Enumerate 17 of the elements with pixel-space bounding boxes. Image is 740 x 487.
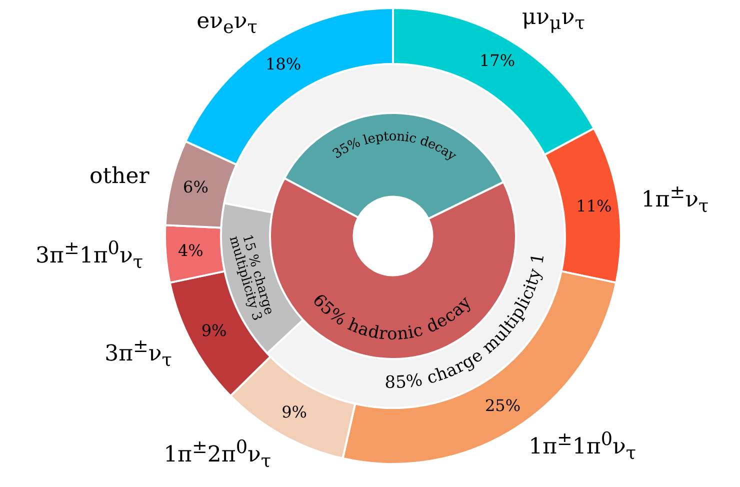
slice-label: other (89, 162, 150, 191)
slice-label: 3π$^{±}$1π$^{0}$ν$_{τ}$ (36, 237, 143, 275)
data-label: 4% (178, 241, 204, 260)
data-label: 9% (282, 402, 307, 422)
slice-label: 3π$^{±}$ν$_{τ}$ (104, 336, 172, 374)
data-label: 6% (183, 177, 208, 196)
data-label: 25% (484, 396, 521, 415)
data-label: 18% (265, 54, 302, 74)
data-label: 17% (479, 50, 516, 70)
slice-label: μν$_{μ}$ν$_{τ}$ (522, 4, 585, 36)
slice-label: 1π$^{±}$2π$^{0}$ν$_{τ}$ (164, 436, 272, 474)
slice-label: 1π$^{±}$ν$_{τ}$ (641, 181, 709, 220)
data-label: 11% (576, 196, 612, 216)
category-label: 35% leptonic decay (330, 129, 459, 164)
slice-label: eν$_{e}$ν$_{τ}$ (196, 8, 258, 40)
slice-label: 1π$^{±}$1π$^{0}$ν$_{τ}$ (528, 428, 636, 466)
data-label: 9% (201, 321, 227, 340)
